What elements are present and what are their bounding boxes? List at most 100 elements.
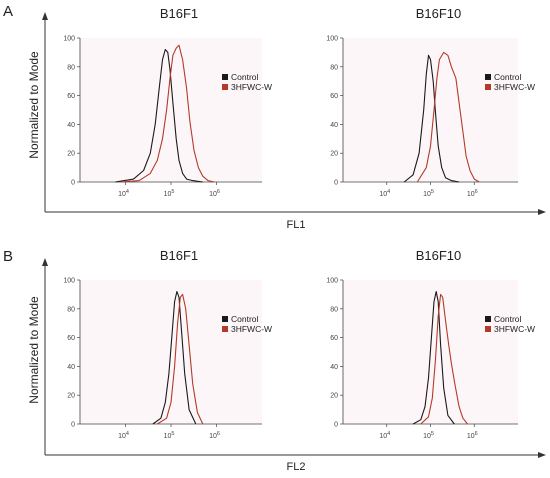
y-tick-label: 0 [71,422,75,429]
x-tick-exponent: 4 [387,189,390,195]
x-tick-base: 10 [118,433,126,440]
panel-a-arrow-right [538,209,546,215]
panel-b-xlabel: FL2 [287,461,306,473]
y-tick-label: 60 [67,93,75,100]
x-tick-exponent: 5 [171,431,174,437]
x-tick-label: 104 [379,431,390,440]
x-tick-label: 104 [379,189,390,198]
panel-a-xlabel: FL1 [287,219,306,231]
series-line-control [403,54,460,183]
y-tick-label: 0 [71,180,75,187]
x-tick-exponent: 6 [475,431,478,437]
legend-label: Control [494,314,522,324]
x-tick-label: 106 [209,189,220,198]
y-tick-label: 20 [67,151,75,158]
y-tick-label: 100 [63,278,75,285]
panel-b: B Normalized to Mode FL2 B16F10204060801… [3,248,546,473]
y-tick-label: 40 [330,364,338,371]
y-tick-label: 0 [334,180,338,187]
chart-title: B16F1 [160,248,198,263]
x-tick-exponent: 4 [126,189,129,195]
x-tick-base: 10 [379,433,387,440]
x-tick-exponent: 4 [387,431,390,437]
y-tick-label: 0 [334,422,338,429]
series-line-control [152,290,197,425]
x-tick-base: 10 [164,433,172,440]
y-tick-label: 40 [67,122,75,129]
y-tick-label: 40 [330,122,338,129]
y-tick-label: 80 [67,306,75,313]
legend-label: 3HFWC-W [494,82,535,92]
x-tick-exponent: 6 [217,189,220,195]
chart-title: B16F1 [160,6,198,21]
x-tick-label: 105 [164,431,175,440]
x-tick-label: 105 [164,189,175,198]
y-tick-label: 80 [330,64,338,71]
x-tick-exponent: 6 [475,189,478,195]
panel-b-arrow-right [538,452,546,458]
x-tick-base: 10 [209,433,217,440]
x-tick-label: 106 [209,431,220,440]
x-tick-base: 10 [467,191,475,198]
x-tick-exponent: 4 [126,431,129,437]
series-line-3hfwc-w [420,293,468,425]
x-tick-base: 10 [467,433,475,440]
legend-label: 3HFWC-W [494,324,535,334]
legend-label: 3HFWC-W [231,82,272,92]
x-tick-base: 10 [118,191,126,198]
series-line-control [115,48,203,183]
y-tick-label: 80 [67,64,75,71]
y-tick-label: 60 [67,335,75,342]
y-tick-label: 20 [330,393,338,400]
x-tick-label: 105 [423,431,434,440]
series-line-control [412,290,455,425]
y-tick-label: 100 [326,278,338,285]
x-tick-label: 106 [467,431,478,440]
legend-swatch [485,316,491,322]
legend-swatch [485,326,491,332]
x-tick-base: 10 [423,191,431,198]
y-tick-label: 100 [63,36,75,43]
x-tick-label: 104 [118,431,129,440]
panel-b-ylabel: Normalized to Mode [27,296,41,404]
x-tick-label: 105 [423,189,434,198]
legend-label: Control [494,72,522,82]
legend-swatch [222,84,228,90]
panel-b-arrow-up [42,258,48,266]
chart-title: B16F10 [416,248,462,263]
legend-swatch [485,84,491,90]
legend-swatch [222,74,228,80]
y-tick-label: 80 [330,306,338,313]
series-line-3hfwc-w [157,293,204,425]
x-tick-base: 10 [209,191,217,198]
x-tick-base: 10 [379,191,387,198]
panel-a: A Normalized to Mode FL1 B16F10204060801… [3,3,546,231]
x-tick-base: 10 [423,433,431,440]
panel-a-arrow-up [42,12,48,20]
x-tick-label: 104 [118,189,129,198]
x-tick-label: 106 [467,189,478,198]
y-tick-label: 20 [330,151,338,158]
panel-a-letter: A [3,3,13,20]
plot-background [80,38,262,182]
legend-swatch [485,74,491,80]
y-tick-label: 40 [67,364,75,371]
y-tick-label: 60 [330,93,338,100]
x-tick-base: 10 [164,191,172,198]
y-tick-label: 60 [330,335,338,342]
x-tick-exponent: 5 [431,189,434,195]
x-tick-exponent: 6 [217,431,220,437]
legend-label: Control [231,314,259,324]
x-tick-exponent: 5 [171,189,174,195]
legend-swatch [222,316,228,322]
panel-b-letter: B [3,248,13,265]
chart-title: B16F10 [416,6,462,21]
y-tick-label: 20 [67,393,75,400]
series-line-3hfwc-w [121,44,215,183]
y-tick-label: 100 [326,36,338,43]
